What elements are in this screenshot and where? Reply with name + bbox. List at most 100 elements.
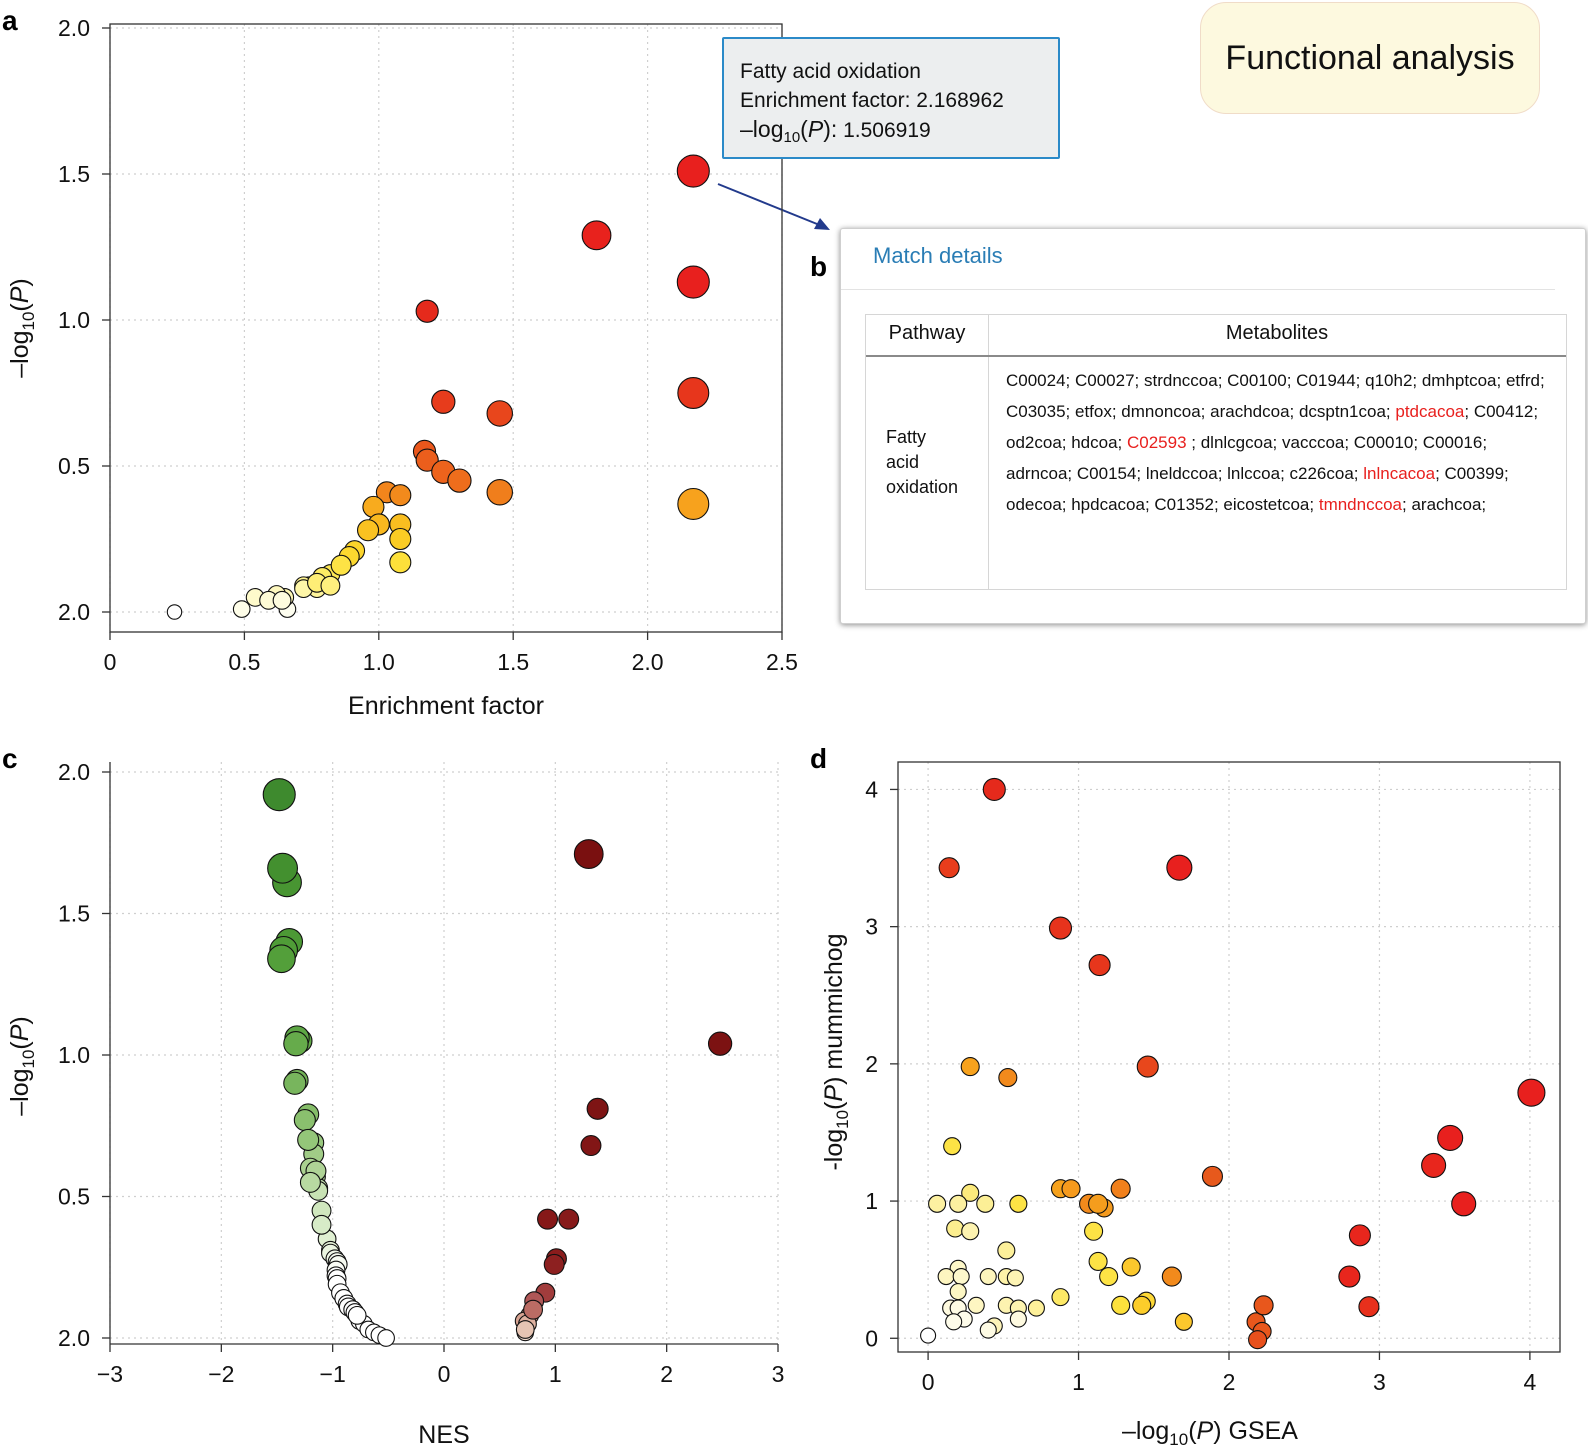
match-details-table: Pathway Metabolites Fatty acid oxidation…: [865, 314, 1567, 590]
x-tick-label: 1: [1072, 1369, 1085, 1395]
data-point: [1174, 1312, 1193, 1331]
data-point: [1110, 1178, 1131, 1199]
data-point: [1348, 1224, 1371, 1247]
data-point: [943, 1137, 962, 1156]
y-tick-label: 1.5: [58, 901, 90, 927]
data-point: [1421, 1152, 1447, 1178]
y-tick-label: 0.5: [58, 453, 90, 479]
y-tick-label: 2.0: [58, 599, 90, 625]
x-axis-label: –log10(P) GSEA: [1122, 1417, 1298, 1449]
data-point: [1248, 1330, 1268, 1350]
data-point: [486, 400, 514, 427]
y-label-prefix: –log: [6, 1069, 34, 1116]
y-label-close: ): [6, 278, 34, 286]
match-details-title[interactable]: Match details: [873, 243, 1003, 268]
data-point: [283, 1071, 307, 1095]
x-tick-label: −1: [320, 1361, 346, 1387]
tooltip-enrichment: Enrichment factor: 2.168962: [740, 89, 1004, 112]
tooltip-logp-close: ):: [823, 116, 838, 142]
data-point: [447, 468, 472, 493]
data-point: [415, 299, 439, 323]
data-point: [232, 600, 251, 618]
data-point: [920, 1327, 937, 1344]
pathway-line: acid: [886, 452, 920, 472]
y-label-sub: 10: [19, 1050, 38, 1069]
y-label-p: P: [6, 286, 34, 303]
pathway-line: oxidation: [886, 477, 959, 497]
data-point: [1136, 1055, 1159, 1078]
data-point: [1111, 1295, 1131, 1315]
x-tick-label: 4: [1524, 1369, 1537, 1395]
x-tick-label: 2.5: [766, 649, 798, 675]
data-point: [967, 1296, 985, 1314]
x-tick-label: 1.0: [363, 649, 395, 675]
y-axis-label: –log10(P): [6, 1016, 38, 1116]
metabolite-highlight: C02593: [1126, 433, 1187, 452]
tooltip-logp-open: (: [800, 116, 808, 142]
pathway-tooltip: Fatty acid oxidation Enrichment factor: …: [722, 37, 1060, 159]
y-tick-label: 3: [865, 914, 878, 940]
y-tick-label: 4: [865, 776, 878, 802]
x-label-prefix: –log: [1122, 1417, 1169, 1445]
data-point: [431, 389, 456, 414]
match-details-panel: Match details Pathway Metabolites Fatty …: [840, 228, 1586, 624]
y-label-open: (: [6, 303, 34, 312]
data-point: [415, 448, 439, 472]
title-text: Functional analysis: [1225, 38, 1515, 77]
y-tick-label: 2.0: [58, 759, 90, 785]
y-label-open: (: [820, 1101, 848, 1110]
y-tick-label: 1.5: [58, 161, 90, 187]
data-point: [1121, 1257, 1141, 1277]
data-point: [283, 1030, 309, 1057]
tooltip-logp: –log10(P): 1.506919: [740, 115, 1058, 152]
data-point: [573, 839, 604, 869]
data-point: [272, 590, 292, 610]
data-point: [293, 1109, 316, 1132]
x-tick-label: 3: [772, 1361, 785, 1387]
data-point: [347, 1305, 367, 1325]
data-point: [330, 554, 352, 576]
plot-frame: [109, 23, 783, 633]
data-point: [586, 1097, 609, 1120]
x-label-open: (: [1188, 1417, 1197, 1445]
x-tick-label: 0: [438, 1361, 451, 1387]
y-tick-label: 1: [865, 1188, 878, 1214]
y-label-p: P: [6, 1024, 34, 1041]
tooltip-logp-p: P: [807, 116, 824, 142]
x-label-p: P: [1197, 1417, 1214, 1445]
data-point: [979, 1267, 997, 1286]
y-label-open: (: [6, 1041, 34, 1050]
data-point: [1048, 916, 1073, 940]
data-point: [997, 1241, 1016, 1260]
data-point: [1201, 1165, 1223, 1187]
data-point: [537, 1208, 559, 1230]
tooltip-logp-prefix: –log: [740, 116, 784, 142]
y-tick-label: 2: [865, 1051, 878, 1077]
y-tick-label: 1.0: [58, 307, 90, 333]
data-point: [1009, 1194, 1028, 1213]
y-tick-label: 0.5: [58, 1184, 90, 1210]
data-point: [543, 1253, 565, 1275]
metabolite-text: ; C00399; odecoa; hpdcacoa; C01352; eico…: [1006, 464, 1509, 514]
match-details-divider: [841, 289, 1555, 290]
y-label-sub: 10: [833, 1110, 852, 1129]
data-point: [1088, 954, 1111, 977]
data-point: [1132, 1295, 1152, 1315]
data-point: [166, 604, 183, 620]
panel-letter-d: d: [810, 743, 827, 774]
data-point: [299, 1171, 321, 1193]
metabolite-text: ; C00412; od2coa; hdcoa;: [1006, 402, 1539, 452]
y-axis-label: -log10(P) mummichog: [820, 933, 852, 1170]
y-label-close: ): [6, 1016, 34, 1024]
data-point: [1451, 1191, 1477, 1217]
data-point: [982, 777, 1006, 801]
metabolite-text: ; arachcoa;: [1402, 495, 1487, 514]
data-point: [267, 852, 299, 884]
table-cell-pathway: Fatty acid oxidation: [886, 425, 986, 500]
data-point: [1166, 854, 1193, 881]
data-point: [1027, 1299, 1045, 1317]
data-point: [311, 1214, 332, 1235]
data-point: [523, 1299, 544, 1320]
